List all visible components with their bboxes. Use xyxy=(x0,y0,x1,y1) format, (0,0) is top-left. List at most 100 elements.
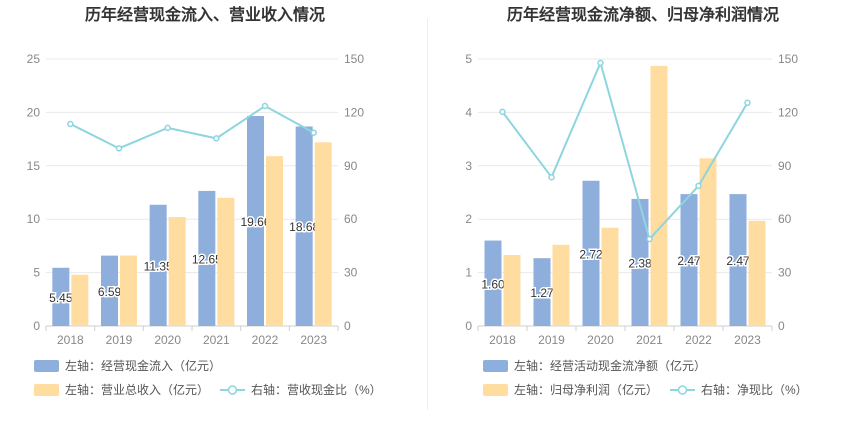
y-left-tick-label: 0 xyxy=(465,319,472,333)
line-point xyxy=(597,59,604,67)
legend-label-bar-2: 左轴：归母净利润（亿元） xyxy=(514,382,658,397)
bar-data-label: 11.35 xyxy=(144,259,173,273)
bar-series-1 xyxy=(101,255,118,326)
x-tick-label: 2021 xyxy=(203,333,230,347)
line-point xyxy=(115,145,123,152)
bar-series-2 xyxy=(699,158,717,326)
bar-series-2 xyxy=(71,274,89,326)
bar-series-1 xyxy=(729,194,747,326)
y-left-tick-label: 5 xyxy=(465,52,472,66)
y-left-tick-label: 4 xyxy=(465,105,472,119)
legend-label-bar-1: 左轴：经营活动现金流净额（亿元） xyxy=(514,358,706,373)
x-tick-label: 2023 xyxy=(300,333,327,347)
bar-data-label: 2.47 xyxy=(677,254,701,268)
bar-data-label: 5.45 xyxy=(49,291,73,305)
y-right-tick-label: 30 xyxy=(778,266,792,280)
panel-divider xyxy=(427,18,428,410)
line-point xyxy=(164,124,171,132)
bar-data-label: 18.68 xyxy=(289,220,319,234)
bar-series-2 xyxy=(650,65,668,326)
bar-series-1 xyxy=(52,267,70,326)
line-point xyxy=(261,102,269,110)
y-right-tick-label: 30 xyxy=(344,266,358,280)
chart-title: 历年经营现金流净额、归母净利润情况 xyxy=(507,5,779,24)
bar-series-2 xyxy=(266,156,283,326)
chart-title: 历年经营现金流入、营业收入情况 xyxy=(85,5,325,24)
bar-data-label: 1.60 xyxy=(481,277,505,291)
x-tick-label: 2020 xyxy=(154,333,181,347)
bar-series-2 xyxy=(503,254,521,326)
y-right-tick-label: 150 xyxy=(344,52,364,66)
line-point xyxy=(548,173,555,181)
y-right-tick-label: 120 xyxy=(778,105,798,119)
bar-data-label: 12.65 xyxy=(192,252,222,266)
x-tick-label: 2020 xyxy=(587,333,614,347)
x-tick-label: 2018 xyxy=(489,333,516,347)
y-left-tick-label: 3 xyxy=(465,159,472,173)
x-tick-label: 2021 xyxy=(636,333,663,347)
chart-netcash-profit: 历年经营现金流净额、归母净利润情况 0 0 1 30 2 60 3 90 4 120 5 150 2018… xyxy=(465,5,808,397)
bar-series-2 xyxy=(748,220,766,326)
bar-series-1 xyxy=(631,198,649,326)
y-left-tick-label: 5 xyxy=(33,266,40,280)
legend-label-line: 右轴：净现比（%） xyxy=(701,382,808,397)
line-point xyxy=(213,135,220,142)
chart-cashflow-revenue: 历年经营现金流入、营业收入情况 0 0 5 30 10 60 15 90 20 120 25 150 20… xyxy=(27,5,382,397)
bar-data-label: 19.66 xyxy=(240,215,270,229)
y-left-tick-label: 15 xyxy=(27,159,41,173)
bar-series-1 xyxy=(247,116,264,327)
legend-swatch-bar-2 xyxy=(483,384,508,396)
y-right-tick-label: 0 xyxy=(778,319,785,333)
line-point xyxy=(310,129,317,136)
legend-swatch-bar-1 xyxy=(34,360,59,372)
bar-series-1 xyxy=(680,194,698,326)
x-tick-label: 2022 xyxy=(685,333,712,347)
legend-label-bar-2: 左轴：营业总收入（亿元） xyxy=(65,382,209,397)
legend-label-line: 右轴：营收现金比（%） xyxy=(251,382,382,397)
x-tick-label: 2023 xyxy=(734,333,761,347)
bar-data-label: 2.38 xyxy=(628,256,652,270)
line-point xyxy=(695,182,702,190)
legend-swatch-line-marker xyxy=(227,385,238,395)
y-right-tick-label: 90 xyxy=(778,159,792,173)
x-tick-label: 2019 xyxy=(538,333,565,347)
bar-series-1 xyxy=(533,258,551,326)
y-left-tick-label: 20 xyxy=(27,105,41,119)
y-right-tick-label: 60 xyxy=(344,212,358,226)
bar-series-1 xyxy=(149,204,167,326)
bar-data-label: 1.27 xyxy=(530,286,554,300)
legend-swatch-bar-2 xyxy=(34,384,59,396)
bar-series-2 xyxy=(120,255,137,326)
y-right-tick-label: 0 xyxy=(344,319,351,333)
bar-series-1 xyxy=(295,126,313,327)
line-point xyxy=(67,120,74,128)
y-left-tick-label: 1 xyxy=(465,266,472,280)
y-right-tick-label: 150 xyxy=(778,52,798,66)
x-tick-label: 2019 xyxy=(106,333,133,347)
line-series xyxy=(501,59,749,241)
bar-data-label: 2.47 xyxy=(726,254,750,268)
bar-series-1 xyxy=(582,180,600,326)
bar-series-2 xyxy=(168,217,186,326)
bar-series-2 xyxy=(601,227,619,326)
line-point xyxy=(646,235,653,243)
bar-series-2 xyxy=(552,244,570,326)
line-series xyxy=(69,104,315,150)
y-left-tick-label: 2 xyxy=(465,212,472,226)
legend-label-bar-1: 左轴：经营现金流入（亿元） xyxy=(65,358,221,373)
bar-series-1 xyxy=(484,240,502,326)
bar-series-2 xyxy=(217,197,235,326)
y-right-tick-label: 60 xyxy=(778,212,792,226)
line-point xyxy=(744,99,751,107)
y-right-tick-label: 90 xyxy=(344,159,358,173)
legend-swatch-bar-1 xyxy=(483,360,508,372)
y-left-tick-label: 0 xyxy=(33,319,40,333)
legend-swatch-line-marker xyxy=(677,385,688,395)
x-tick-label: 2018 xyxy=(57,333,84,347)
line-point xyxy=(499,108,506,116)
x-tick-label: 2022 xyxy=(252,333,279,347)
y-left-tick-label: 10 xyxy=(27,212,41,226)
bar-data-label: 6.59 xyxy=(98,285,122,299)
bar-series-2 xyxy=(314,142,332,326)
bar-data-label: 2.72 xyxy=(579,247,603,261)
